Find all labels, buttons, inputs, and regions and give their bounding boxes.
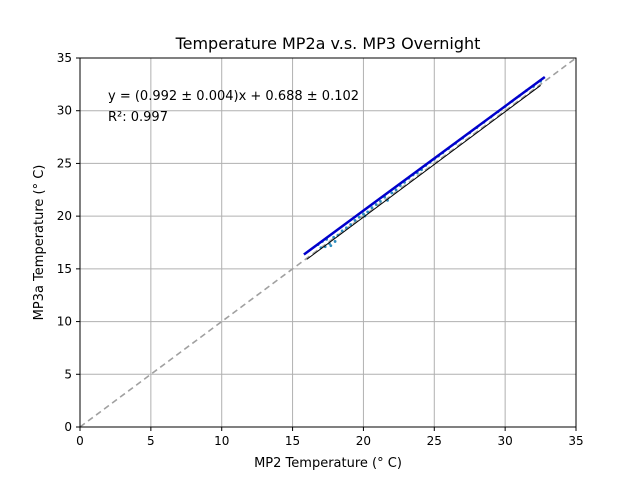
fit-equation-annotation: y = (0.992 ± 0.004)x + 0.688 ± 0.102 <box>108 89 359 104</box>
x-axis-label: MP2 Temperature (° C) <box>254 456 402 471</box>
data-point <box>394 188 398 192</box>
x-tick-label: 10 <box>214 434 229 448</box>
plot-frame <box>79 57 577 428</box>
grid-lines <box>79 57 577 428</box>
data-point <box>329 244 333 248</box>
data-point <box>349 223 353 226</box>
x-tick-label: 0 <box>76 434 84 448</box>
data-point <box>333 240 337 243</box>
data-point <box>370 206 374 210</box>
fit-lines-layer <box>303 75 546 260</box>
data-point <box>374 203 378 206</box>
data-point <box>366 210 370 214</box>
chart-title: Temperature MP2a v.s. MP3 Overnight <box>175 34 481 53</box>
y-tick-label: 0 <box>64 420 72 434</box>
r-squared-annotation: R²: 0.997 <box>108 110 168 125</box>
regression-fit-line <box>303 75 546 256</box>
reference-line-layer <box>79 57 577 428</box>
y-tick-label: 35 <box>57 51 72 65</box>
data-point <box>340 229 344 233</box>
y-tick-label: 10 <box>57 315 72 329</box>
y-tick-label: 20 <box>57 209 72 223</box>
y-tick-label: 30 <box>57 104 72 118</box>
x-tick-label: 15 <box>285 434 300 448</box>
data-point <box>362 212 365 216</box>
data-point <box>332 235 336 239</box>
axis-ticks: 0 5 10 15 20 25 30 35 0 5 10 15 20 25 30 35 <box>57 51 584 448</box>
identity-reference-line <box>79 57 577 428</box>
data-point <box>379 199 382 203</box>
x-tick-label: 35 <box>568 434 583 448</box>
x-tick-label: 5 <box>147 434 155 448</box>
x-tick-label: 30 <box>498 434 513 448</box>
y-tick-label: 15 <box>57 262 72 276</box>
y-tick-label: 25 <box>57 156 72 170</box>
y-axis-label: MP3a Temperature (° C) <box>32 165 47 321</box>
x-tick-label: 25 <box>427 434 442 448</box>
data-point <box>390 191 394 195</box>
data-point <box>345 226 348 230</box>
secondary-fit-line <box>306 85 541 260</box>
x-tick-label: 20 <box>356 434 371 448</box>
data-point <box>353 218 357 222</box>
y-tick-label: 5 <box>64 367 72 381</box>
data-point <box>357 215 361 219</box>
